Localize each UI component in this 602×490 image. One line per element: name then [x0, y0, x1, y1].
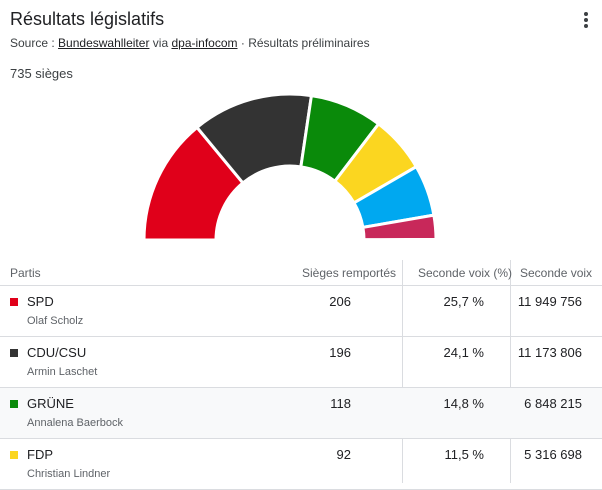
- votes-value: 11 173 806: [517, 345, 582, 360]
- pct-value: 14,8 %: [443, 396, 484, 411]
- source-prefix: Source :: [10, 36, 55, 50]
- source-link-bundeswahlleiter[interactable]: Bundeswahlleiter: [58, 36, 150, 50]
- party-leader: Christian Lindner: [27, 468, 111, 480]
- party-color-swatch: [10, 349, 18, 357]
- party-leader: Armin Laschet: [27, 366, 98, 378]
- results-table: Partis Sièges remportés Seconde voix (%)…: [0, 260, 602, 490]
- seat-chart: [142, 92, 438, 242]
- votes-value: 6 848 215: [524, 396, 582, 411]
- source-line: Source : Bundeswahlleiter via dpa-infoco…: [10, 36, 370, 50]
- column-divider: [402, 260, 403, 483]
- seat-segment-linke: [361, 213, 438, 242]
- party-leader: Olaf Scholz: [27, 315, 84, 327]
- seats-value: 196: [329, 345, 351, 360]
- header-seats: Sièges remportés: [302, 266, 397, 280]
- party-name: GRÜNE: [27, 396, 74, 411]
- party-color-swatch: [10, 298, 18, 306]
- source-via: via: [152, 36, 169, 50]
- table-row: CDU/CSU Armin Laschet 196 24,1 % 11 173 …: [0, 337, 602, 388]
- table-row: GRÜNE Annalena Baerbock 118 14,8 % 6 848…: [0, 388, 602, 439]
- page-title: Résultats législatifs: [10, 9, 165, 29]
- header-party: Partis: [10, 266, 41, 280]
- votes-value: 5 316 698: [524, 447, 582, 462]
- party-color-swatch: [10, 400, 18, 408]
- pct-value: 25,7 %: [443, 294, 484, 309]
- source-suffix: · Résultats préliminaires: [240, 36, 370, 50]
- seats-value: 92: [336, 447, 351, 462]
- party-color-swatch: [10, 451, 18, 459]
- party-name: CDU/CSU: [27, 345, 87, 360]
- party-name: SPD: [27, 294, 54, 309]
- party-name: FDP: [27, 447, 53, 462]
- table-header: Partis Sièges remportés Seconde voix (%)…: [0, 260, 602, 286]
- column-divider: [510, 260, 511, 483]
- seats-total: 735 sièges: [10, 66, 73, 81]
- header-second-votes: Seconde voix: [520, 266, 593, 280]
- pct-value: 24,1 %: [443, 345, 484, 360]
- table-row: FDP Christian Lindner 92 11,5 % 5 316 69…: [0, 439, 602, 490]
- table-row: SPD Olaf Scholz 206 25,7 % 11 949 756: [0, 286, 602, 337]
- votes-value: 11 949 756: [517, 294, 582, 309]
- party-leader: Annalena Baerbock: [27, 417, 124, 429]
- more-options-icon[interactable]: [580, 10, 592, 30]
- pct-value: 11,5 %: [444, 447, 484, 462]
- header-second-pct: Seconde voix (%): [418, 266, 513, 280]
- header: Résultats législatifs: [10, 6, 594, 36]
- source-link-dpa[interactable]: dpa-infocom: [171, 36, 238, 50]
- seats-value: 118: [330, 396, 351, 411]
- seats-value: 206: [329, 294, 351, 309]
